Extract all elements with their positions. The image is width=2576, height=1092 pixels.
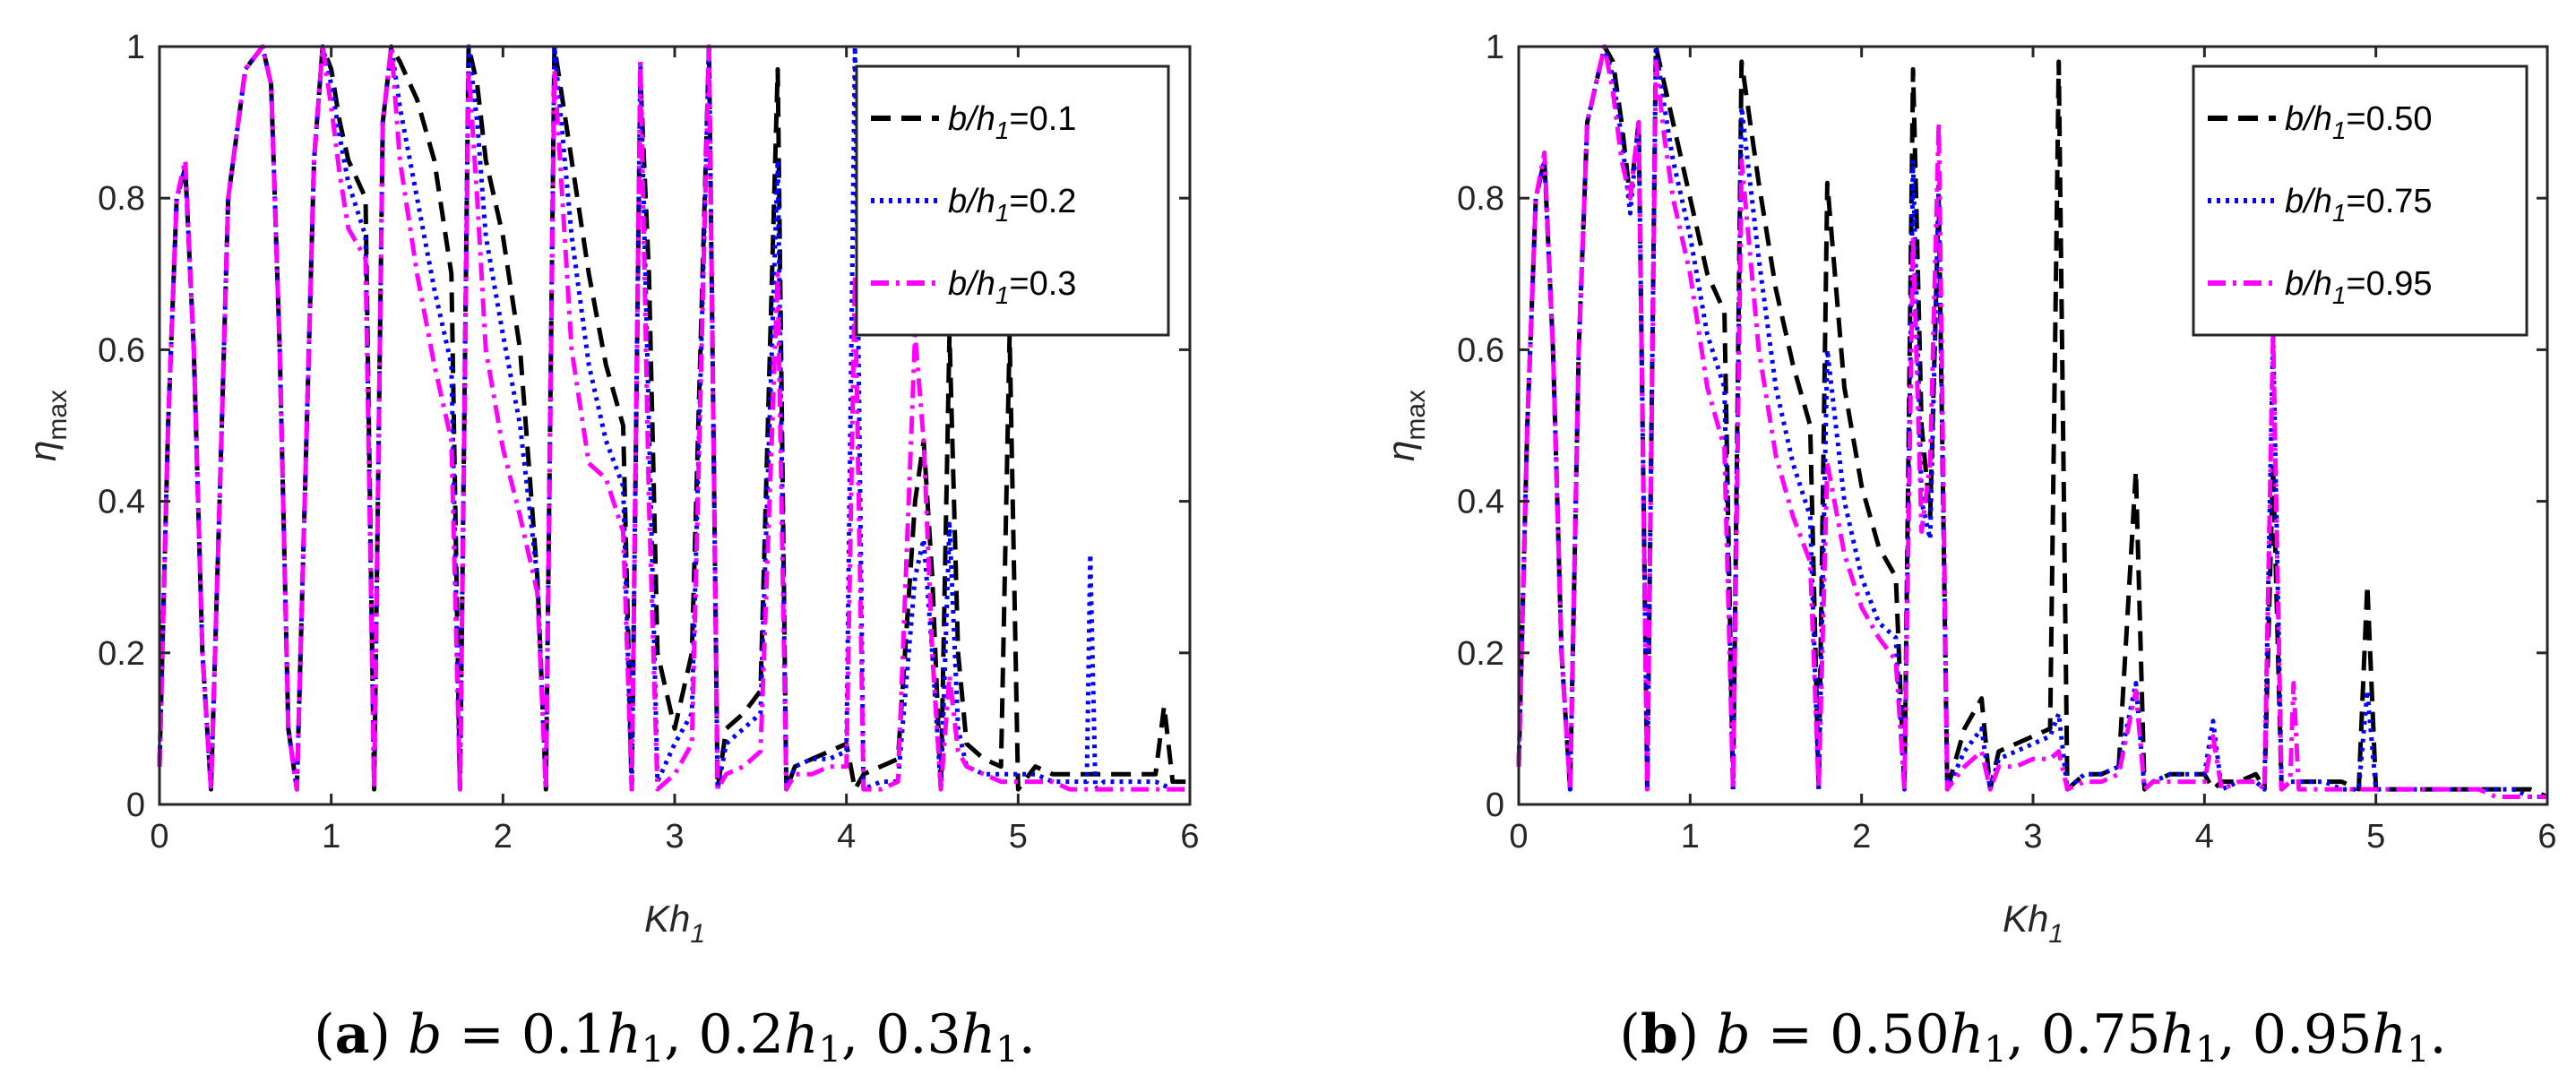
panel-b-x-axis-label: Kh1 (2003, 898, 2063, 949)
panel-b-y-axis-label: ηmax (1380, 390, 1431, 461)
panel-a-x-tick-label: 1 (322, 818, 340, 856)
panel-a-legend-label-2: b/h1=0.2 (948, 183, 1076, 227)
panel-a-y-tick-label: 0.2 (98, 635, 145, 673)
panel-b-legend-label-3: b/h1=0.95 (2285, 265, 2433, 309)
panel-a-y-tick-label: 0 (126, 787, 145, 824)
svg-text:(b) b = 0.50h1, 0.75h1, 0.95h1: (b) b = 0.50h1, 0.75h1, 0.95h1. (1619, 1003, 2446, 1071)
panel-b-y-tick-label: 1 (1486, 29, 1504, 66)
panel-a-y-tick-label: 0.8 (98, 180, 145, 218)
panel-b-legend-label-2: b/h1=0.75 (2285, 183, 2433, 227)
panel-a-x-tick-label: 0 (150, 818, 168, 856)
svg-text:(a) b = 0.1h1, 0.2h1, 0.3h1.: (a) b = 0.1h1, 0.2h1, 0.3h1. (314, 1003, 1036, 1071)
panel-a-legend-label-3: b/h1=0.3 (948, 265, 1076, 309)
panel-a-series-line-2 (157, 44, 1190, 792)
panel-a-series-line-3 (157, 44, 1190, 792)
panel-b-x-tick-label: 5 (2366, 818, 2385, 856)
panel-b-y-tick-label: 0.2 (1457, 635, 1504, 673)
panel-b-x-tick-label: 4 (2195, 818, 2214, 856)
panel-b-x-tick-label: 6 (2537, 818, 2556, 856)
panel-b-legend-label-1: b/h1=0.50 (2285, 100, 2433, 144)
panel-b-x-tick-label: 0 (1509, 818, 1528, 856)
panel-b-series (1516, 44, 2549, 799)
panel-a-y-axis-label: ηmax (22, 390, 73, 461)
panel-a-caption: (a) b = 0.1h1, 0.2h1, 0.3h1. (314, 1003, 1036, 1071)
panel-b-caption-letter: b (1641, 1003, 1678, 1066)
panel-b: 0 1 2 3 4 5 6 0 0.2 0.4 0.6 0.8 1 Kh1 ηmax b/h1=0.50… (1380, 29, 2557, 1071)
panel-a-x-tick-label: 2 (494, 818, 513, 856)
panel-a-x-tick-label: 3 (665, 818, 684, 856)
panel-a-x-axis-label: Kh1 (644, 898, 705, 949)
panel-a-series (157, 44, 1190, 792)
panel-b-x-tick-label: 1 (1681, 818, 1700, 856)
panel-b-legend: b/h1=0.50 b/h1=0.75 b/h1=0.95 (2192, 64, 2529, 337)
panel-b-y-tick-label: 0 (1486, 787, 1504, 824)
panel-a-legend-label-1: b/h1=0.1 (948, 100, 1076, 144)
panel-a-legend: b/h1=0.1 b/h1=0.2 b/h1=0.3 (855, 64, 1170, 337)
panel-b-y-tick-label: 0.4 (1457, 484, 1504, 521)
panel-b-y-tick-label: 0.6 (1457, 331, 1504, 369)
panel-b-x-tick-label: 3 (2023, 818, 2042, 856)
panel-b-caption: (b) b = 0.50h1, 0.75h1, 0.95h1. (1619, 1003, 2446, 1071)
panel-a-x-tick-label: 4 (837, 818, 856, 856)
panel-b-legend-box (2192, 64, 2529, 337)
panel-b-x-tick-label: 2 (1852, 818, 1871, 856)
panel-a-caption-letter: a (335, 1003, 370, 1066)
panel-a-x-tick-label: 5 (1009, 818, 1028, 856)
panel-b-ticks: 0 1 2 3 4 5 6 0 0.2 0.4 0.6 0.8 1 (1457, 29, 2556, 856)
panel-b-y-tick-label: 0.8 (1457, 180, 1504, 218)
panel-a-ticks: 0 1 2 3 4 5 6 0 0.2 0.4 0.6 0.8 1 (98, 29, 1199, 856)
panel-a: 0 1 2 3 4 5 600.20.40.60.81 Kh1 ηmax b/h1=0.1b… (22, 29, 1200, 1071)
panel-a-y-tick-label: 0.4 (98, 484, 145, 521)
panel-a-y-tick-label: 1 (126, 29, 145, 66)
panel-a-x-tick-label: 6 (1180, 818, 1199, 856)
panel-a-y-tick-label: 0.6 (98, 331, 145, 369)
